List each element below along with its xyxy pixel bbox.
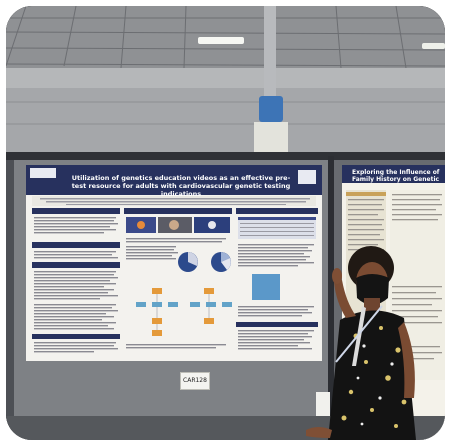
ceiling-light	[198, 37, 244, 44]
flow-diagram	[136, 288, 232, 336]
pillar	[264, 6, 276, 102]
dress	[328, 310, 416, 440]
photo-frame: Utilization of genetics education videos…	[6, 6, 445, 440]
name-badge	[316, 392, 330, 416]
right-poster-title: Exploring the Influence of Family Histor…	[352, 169, 440, 183]
ceiling-light	[422, 43, 445, 49]
scene-photo	[6, 6, 445, 440]
poster-header-band	[26, 165, 322, 195]
face-mask	[356, 274, 389, 305]
poster-title: Utilization of genetics education videos…	[71, 174, 291, 198]
pillar-blue-sleeve	[259, 96, 283, 122]
presenter	[306, 246, 416, 440]
bar-figure	[252, 274, 280, 300]
ceiling-beams	[6, 6, 445, 69]
poster-logo-right	[298, 170, 316, 184]
board-divider	[328, 156, 334, 440]
poster-logo	[30, 168, 56, 178]
board-label: CAR128	[180, 372, 210, 390]
pillar-base	[254, 122, 288, 156]
